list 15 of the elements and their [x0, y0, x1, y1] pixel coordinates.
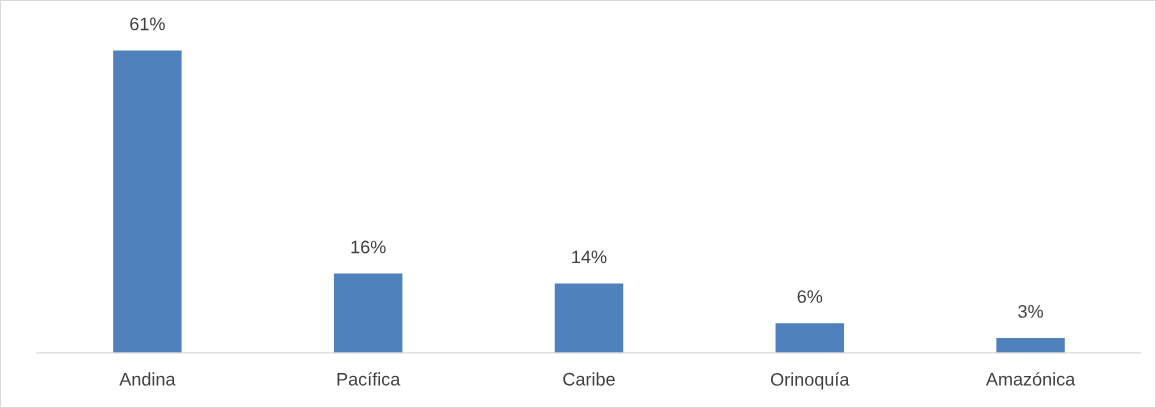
data-label: 61% [130, 17, 165, 31]
bar [554, 283, 624, 353]
x-tick-label: Pacífica [337, 372, 401, 386]
data-label: 6% [797, 290, 823, 303]
x-tick-label: Caribe [563, 372, 615, 386]
data-label: 14% [572, 250, 607, 264]
data-label: 3% [1018, 305, 1043, 318]
x-tick-label: Amazónica [985, 372, 1076, 386]
x-tick-label: Orinoquía [770, 372, 850, 390]
bar [996, 338, 1065, 353]
bar [113, 50, 182, 353]
bar [333, 273, 403, 353]
bar [775, 323, 844, 353]
x-tick-label: Andina [119, 372, 176, 386]
data-label: 16% [351, 240, 386, 254]
